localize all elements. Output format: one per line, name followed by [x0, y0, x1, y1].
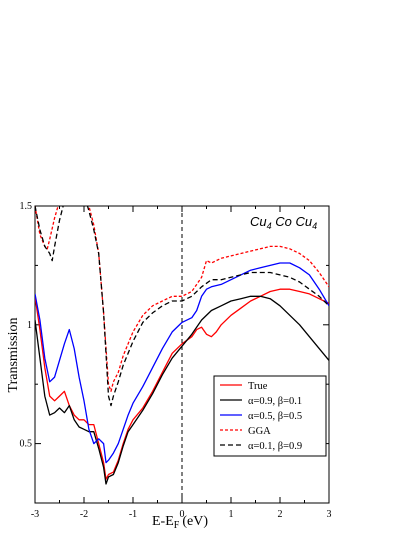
x-tick-label: 2 [278, 509, 283, 520]
series-layer [35, 206, 329, 485]
legend-label-4: GGA [248, 426, 271, 437]
x-tick-label: -3 [31, 509, 39, 520]
system-annotation: Cu4 Co Cu4 [250, 214, 317, 231]
series-line-2 [35, 295, 329, 485]
legend-items: True α=0.9, β=0.1 α=0.5, β=0.5 GGA α=0.1, β=… [220, 381, 302, 452]
x-axis-label-unit: (eV) [182, 514, 208, 529]
x-axis-label: E-EF (eV) [152, 514, 208, 531]
legend-box [213, 375, 327, 457]
x-tick-label: -1 [129, 509, 137, 520]
y-axis-label: Transmission [6, 318, 21, 393]
y-tick-label: 1 [27, 320, 32, 331]
annotation-sub1: 4 [267, 221, 272, 231]
legend-label-1: True [248, 381, 268, 392]
x-axis-label-main: E-E [152, 514, 174, 529]
x-tick-label: -2 [80, 509, 88, 520]
series-line-5 [35, 206, 329, 407]
legend-label-2: α=0.9, β=0.1 [248, 396, 302, 407]
axis-ticks: -3 -2 -1 0 1 2 3 0.5 1 1.5 [20, 201, 332, 520]
x-tick-label: 3 [327, 509, 332, 520]
x-tick-label: 0 [180, 509, 185, 520]
legend: True α=0.9, β=0.1 α=0.5, β=0.5 GGA α=0.1, β=… [213, 375, 327, 457]
legend-label-3: α=0.5, β=0.5 [248, 411, 302, 422]
legend-label-5: α=0.1, β=0.9 [248, 441, 302, 452]
y-tick-label: 1.5 [20, 201, 33, 212]
y-tick-label: 0.5 [20, 439, 33, 450]
annotation-sub2: 4 [312, 221, 317, 231]
annotation-mid: Co Cu [272, 214, 312, 229]
series-line-4 [35, 206, 329, 392]
series-line-3 [35, 262, 329, 464]
x-tick-label: 1 [229, 509, 234, 520]
annotation-base: Cu [250, 214, 267, 229]
x-axis-label-sub: F [174, 520, 180, 531]
